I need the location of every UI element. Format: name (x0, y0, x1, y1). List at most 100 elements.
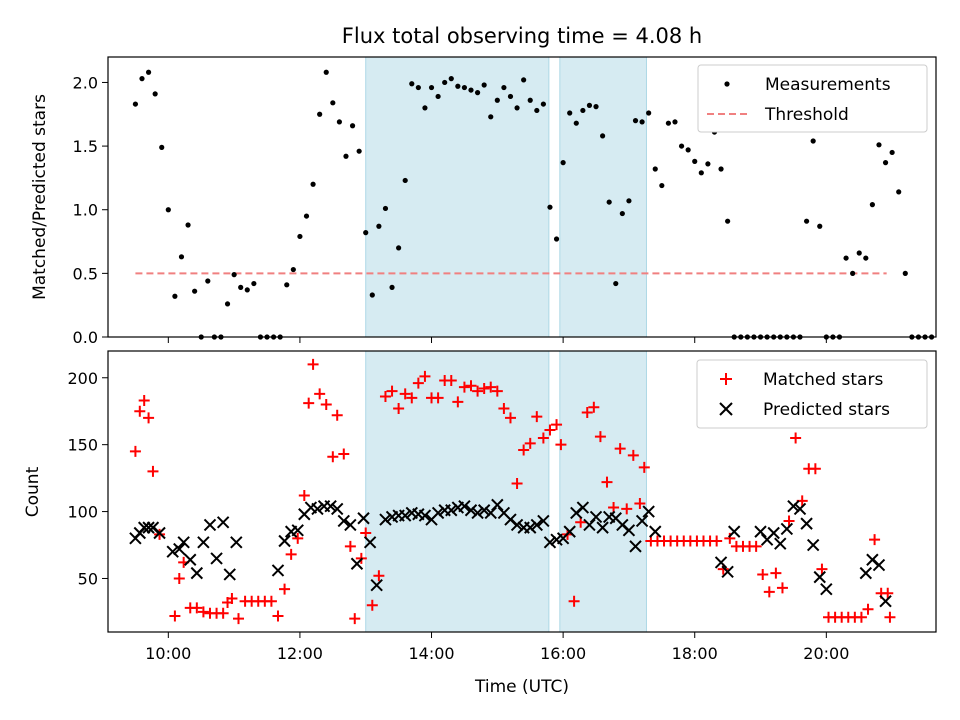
measurement-point (435, 93, 441, 100)
measurement-point (297, 233, 303, 240)
predicted-star-point (363, 536, 377, 549)
top-legend: Measurements Threshold (697, 64, 928, 133)
matched-star-point (197, 606, 209, 618)
matched-star-point (594, 431, 606, 443)
predicted-star-point (278, 534, 291, 548)
matched-star-point (419, 370, 431, 382)
bottom-plot-frame (107, 350, 937, 633)
measurement-point (192, 288, 198, 294)
matched-star-point (531, 411, 543, 423)
predicted-star-point (780, 522, 794, 536)
predicted-star-point (418, 509, 432, 522)
matched-star-point (320, 399, 332, 411)
matched-star-point (511, 477, 523, 489)
measurement-point (382, 205, 389, 212)
predicted-star-point (477, 504, 491, 517)
matched-star-point (432, 392, 444, 404)
predicted-star-point (793, 502, 807, 516)
predicted-star-point (398, 509, 412, 522)
matched-star-point (458, 381, 470, 393)
measurement-point (396, 245, 402, 251)
bottom-y-axis-label: Count (23, 466, 43, 517)
bottom-x-tick-label: 18:00 (672, 644, 718, 663)
matched-star-point (544, 424, 556, 436)
measurement-point (902, 270, 908, 276)
measurement-point (863, 255, 869, 261)
matched-star-point (386, 385, 398, 397)
measurement-point (448, 76, 454, 82)
measurement-point (251, 280, 257, 287)
predicted-star-point (166, 545, 179, 558)
measurement-point (145, 69, 152, 75)
predicted-star-point (445, 504, 458, 517)
measurement-point (205, 278, 211, 284)
measurement-point (415, 84, 421, 91)
top-observing-span-1 (559, 56, 647, 338)
predicted-star-point (350, 557, 364, 570)
measurement-point (224, 301, 231, 307)
predicted-star-point (721, 565, 734, 578)
bottom-x-axis-label: Time (UTC) (474, 677, 569, 697)
predicted-star-point (714, 556, 728, 569)
measurement-point (165, 207, 171, 213)
measurement-point (494, 97, 500, 103)
measurement-point (323, 69, 329, 75)
measurement-point (284, 282, 290, 288)
matched-star-point (783, 515, 795, 527)
measurement-point (455, 83, 461, 89)
measurement-point (488, 114, 494, 120)
measurement-point (369, 292, 375, 298)
measurement-point (580, 107, 586, 114)
predicted-star-point (576, 501, 590, 514)
matched-star-point (307, 358, 319, 370)
legend-matched-label: Matched stars (763, 370, 883, 390)
measurement-point (606, 199, 612, 205)
measurement-point (376, 223, 382, 229)
measurement-point (567, 110, 573, 116)
top-y-tick-label: 0.5 (73, 264, 98, 283)
predicted-star-point (431, 506, 445, 520)
predicted-star-point (859, 566, 873, 580)
matched-star-point (555, 439, 567, 451)
predicted-star-point (484, 506, 497, 520)
measurement-point (389, 284, 395, 290)
measurement-point (428, 84, 435, 91)
matched-star-point (581, 407, 593, 419)
measurement-point (474, 90, 481, 96)
measurement-point (896, 189, 902, 195)
bottom-x-tick-label: 12:00 (277, 644, 323, 663)
measurement-point (442, 79, 448, 86)
chart-title: Flux total observing time = 4.08 h (342, 24, 702, 48)
measurement-point (718, 166, 724, 172)
matched-star-point (226, 593, 238, 605)
matched-star-point (138, 395, 150, 407)
matched-star-point (588, 401, 600, 413)
matched-star-point (485, 381, 497, 393)
measurement-point (402, 177, 408, 184)
matched-star-point (393, 403, 405, 415)
predicted-star-point (190, 566, 204, 580)
measurement-point (514, 105, 520, 111)
predicted-star-point (589, 510, 603, 524)
predicted-star-point (197, 536, 210, 549)
predicted-star-point (223, 568, 236, 581)
predicted-star-point (184, 553, 197, 566)
matched-star-point (634, 498, 646, 510)
matched-star-point (143, 412, 155, 424)
measurement-point (409, 81, 415, 87)
measurement-point (336, 119, 343, 125)
measurement-point (310, 181, 316, 187)
measurement-point (882, 160, 889, 166)
measurement-point (639, 119, 645, 125)
measurement-point (613, 280, 619, 287)
measurement-point (356, 148, 362, 154)
measurement-point (152, 91, 158, 97)
measurement-point (876, 142, 882, 148)
matched-star-point (452, 396, 464, 408)
predicted-star-point (530, 518, 544, 532)
top-y-axis-ticks: 0.0 0.5 1.0 1.5 2.0 (73, 73, 108, 347)
measurement-point (672, 119, 678, 125)
measurement-point (725, 218, 731, 224)
predicted-star-point (153, 526, 166, 540)
